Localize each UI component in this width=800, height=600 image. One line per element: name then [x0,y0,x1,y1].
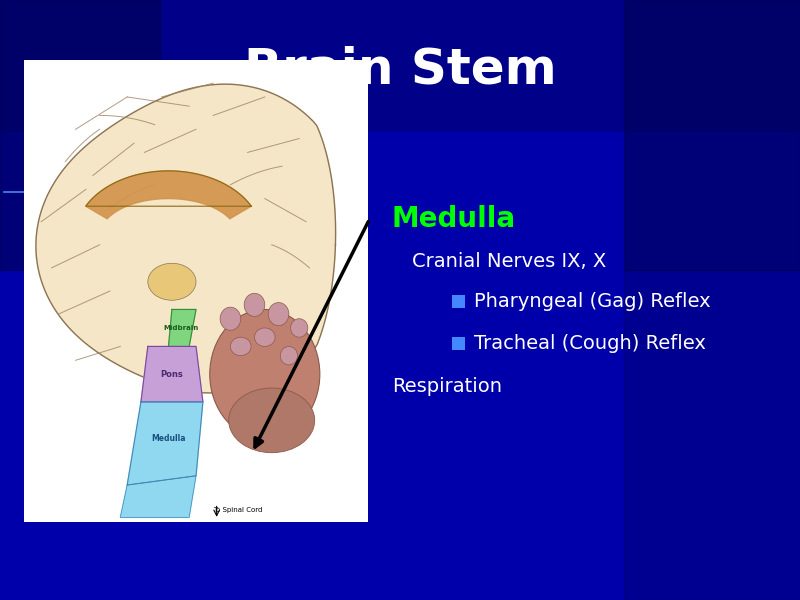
Polygon shape [120,476,196,517]
Bar [24,60,368,522]
Text: Pharyngeal (Gag) Reflex: Pharyngeal (Gag) Reflex [474,292,711,311]
Bar [452,337,465,350]
Ellipse shape [230,337,251,356]
Ellipse shape [229,388,314,452]
Bar [0,132,800,600]
Text: Midbrain: Midbrain [163,325,198,331]
Bar [624,270,800,600]
Ellipse shape [244,293,265,316]
Text: Pons: Pons [161,370,183,379]
Text: Cranial Nerves IX, X: Cranial Nerves IX, X [412,251,606,271]
Polygon shape [141,346,203,402]
Text: Medulla: Medulla [151,434,186,443]
Text: To Spinal Cord: To Spinal Cord [213,507,262,513]
Ellipse shape [268,302,289,326]
Bar [0,0,800,132]
Ellipse shape [254,328,275,346]
Bar [624,0,800,270]
Polygon shape [86,171,251,219]
Bar [452,295,465,308]
Ellipse shape [210,310,320,439]
Ellipse shape [220,307,241,330]
Ellipse shape [148,263,196,300]
Text: Brain Stem: Brain Stem [244,45,556,93]
Polygon shape [169,310,196,346]
Text: Medulla: Medulla [392,205,516,233]
Text: Tracheal (Cough) Reflex: Tracheal (Cough) Reflex [474,334,706,353]
Polygon shape [36,84,336,393]
Polygon shape [127,402,203,485]
Bar [0,0,160,270]
Ellipse shape [290,319,308,337]
Text: Respiration: Respiration [392,377,502,397]
Ellipse shape [280,346,298,365]
